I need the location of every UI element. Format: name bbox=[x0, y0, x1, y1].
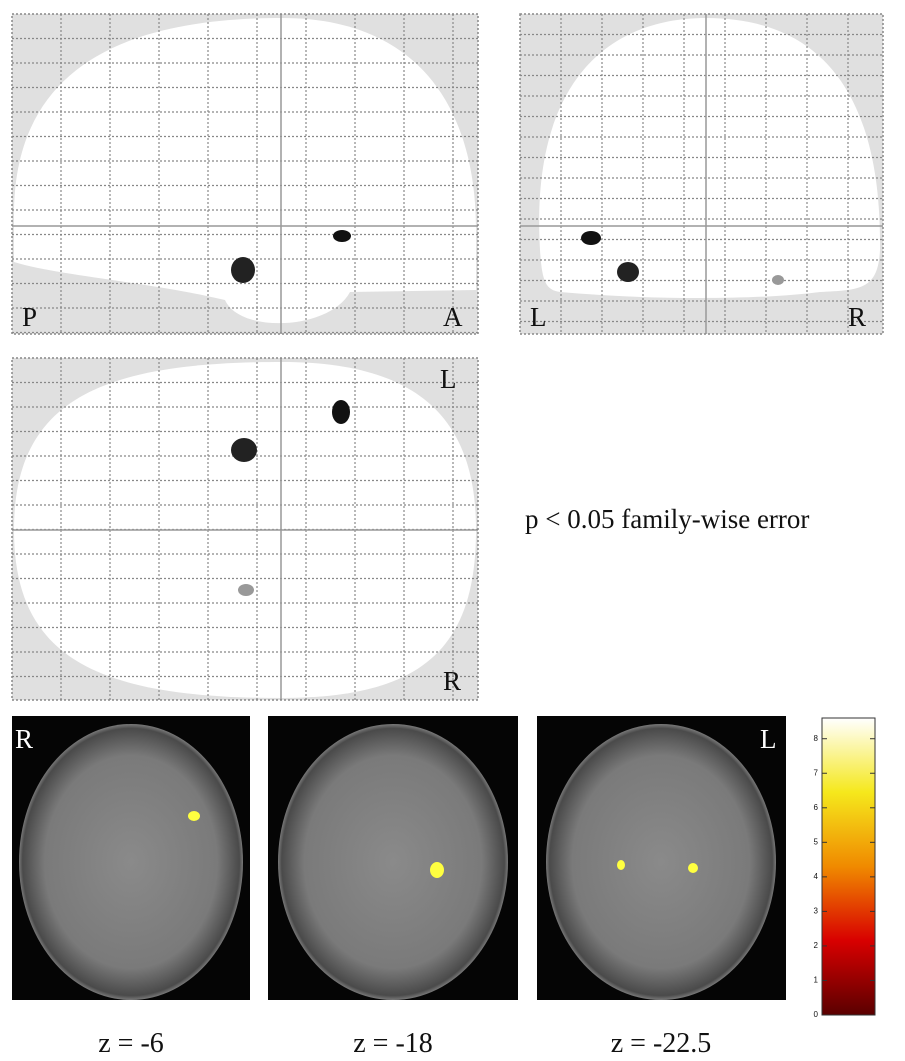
sagittal-panel: P A bbox=[12, 14, 478, 334]
panel-label: L bbox=[530, 302, 547, 332]
slice bbox=[537, 716, 786, 1000]
colorbar-tick-label: 6 bbox=[814, 803, 819, 812]
threshold-note: p < 0.05 family-wise error bbox=[525, 504, 809, 534]
slice-label: R bbox=[15, 724, 33, 754]
axial-panel: L R bbox=[12, 358, 478, 700]
slice bbox=[268, 716, 518, 1000]
panel-label: R bbox=[443, 666, 461, 696]
colorbar-tick-label: 7 bbox=[814, 768, 819, 777]
panel-label: A bbox=[443, 302, 463, 332]
colorbar-tick-label: 8 bbox=[814, 734, 819, 743]
colorbar bbox=[822, 718, 875, 1015]
panel-label: R bbox=[848, 302, 866, 332]
panel-label: L bbox=[440, 364, 457, 394]
colorbar-tick-label: 4 bbox=[814, 872, 819, 881]
slice-label: L bbox=[760, 724, 777, 754]
slice-caption: z = -22.5 bbox=[611, 1028, 712, 1059]
colorbar-tick-label: 3 bbox=[814, 907, 819, 916]
coronal-panel: L R bbox=[520, 14, 883, 334]
colorbar-tick-label: 1 bbox=[814, 976, 819, 985]
slice-caption: z = -6 bbox=[98, 1028, 164, 1059]
slice-caption: z = -18 bbox=[353, 1028, 433, 1059]
colorbar-tick-label: 5 bbox=[814, 837, 819, 846]
panel-label: P bbox=[22, 302, 37, 332]
slice bbox=[12, 716, 250, 1000]
colorbar-tick-label: 2 bbox=[814, 941, 819, 950]
figure: P A L R L R p < 0.05 family-wise error R… bbox=[0, 0, 905, 1061]
colorbar-tick-label: 0 bbox=[814, 1010, 819, 1019]
